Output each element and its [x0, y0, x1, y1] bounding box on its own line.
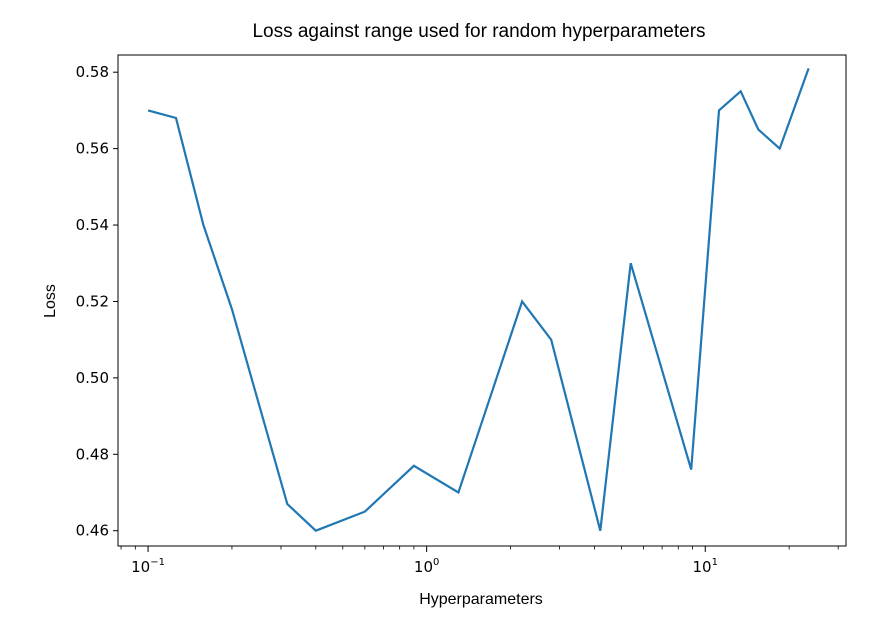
y-tick-label: 0.58	[76, 63, 109, 81]
x-axis-ticks: 10−1 100 101	[120, 546, 839, 576]
x-tick-label: 101	[693, 557, 718, 576]
y-axis-ticks: 0.46 0.48 0.50 0.52 0.54 0.56 0.58	[76, 63, 118, 540]
chart-title: Loss against range used for random hyper…	[252, 21, 705, 42]
y-axis-label: Loss	[42, 284, 59, 318]
loss-series-line	[147, 68, 810, 532]
x-tick-label: 100	[414, 557, 439, 576]
plot-frame	[117, 54, 847, 547]
y-tick-label: 0.50	[76, 369, 109, 387]
x-axis-label: Hyperparameters	[419, 591, 543, 608]
y-tick-label: 0.52	[76, 292, 109, 310]
y-tick-label: 0.46	[76, 522, 109, 540]
y-tick-label: 0.56	[76, 140, 109, 158]
y-tick-label: 0.48	[76, 445, 109, 463]
y-tick-label: 0.54	[76, 216, 109, 234]
series-layer	[147, 68, 810, 532]
x-tick-label: 10−1	[131, 557, 165, 576]
